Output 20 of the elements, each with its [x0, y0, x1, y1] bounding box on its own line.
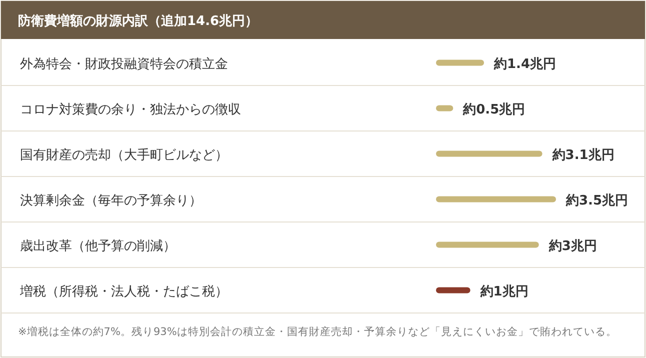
y-tick-label: 増税（所得税・法人税・たばこ税）: [19, 283, 228, 300]
data-label: 約3兆円: [548, 238, 597, 254]
text: ※増税は全体の約7%。残り93%は特別会計の積立金・国有財産売却・予算余りなど「見えにくいお金」で賄われている。: [18, 325, 617, 338]
data-label: 約3.5兆円: [565, 193, 628, 208]
y-tick-label: 国有財産の売却（大手町ビルなど）: [20, 146, 228, 163]
text: 防衛費増額の財源内訳（追加14.6兆円）: [18, 13, 258, 29]
bar: [436, 196, 556, 202]
bar: [436, 287, 470, 294]
data-label: 約3.1兆円: [551, 148, 614, 163]
bar: [436, 242, 539, 248]
bar: [436, 150, 542, 157]
y-tick-label: 歳出改革（他予算の削減）: [20, 238, 176, 254]
data-label: 約1兆円: [479, 284, 528, 300]
bar: [436, 60, 484, 66]
y-tick-label: 外為特会・財政投融資特会の積立金: [20, 56, 228, 72]
bar: [436, 105, 454, 112]
data-label: 約1.4兆円: [493, 56, 556, 72]
data-label: 約0.5兆円: [462, 102, 526, 118]
y-tick-label: 決算剰余金（毎年の予算余り）: [20, 193, 202, 208]
y-tick-label: コロナ対策費の余り・独法からの徴収: [20, 101, 241, 118]
